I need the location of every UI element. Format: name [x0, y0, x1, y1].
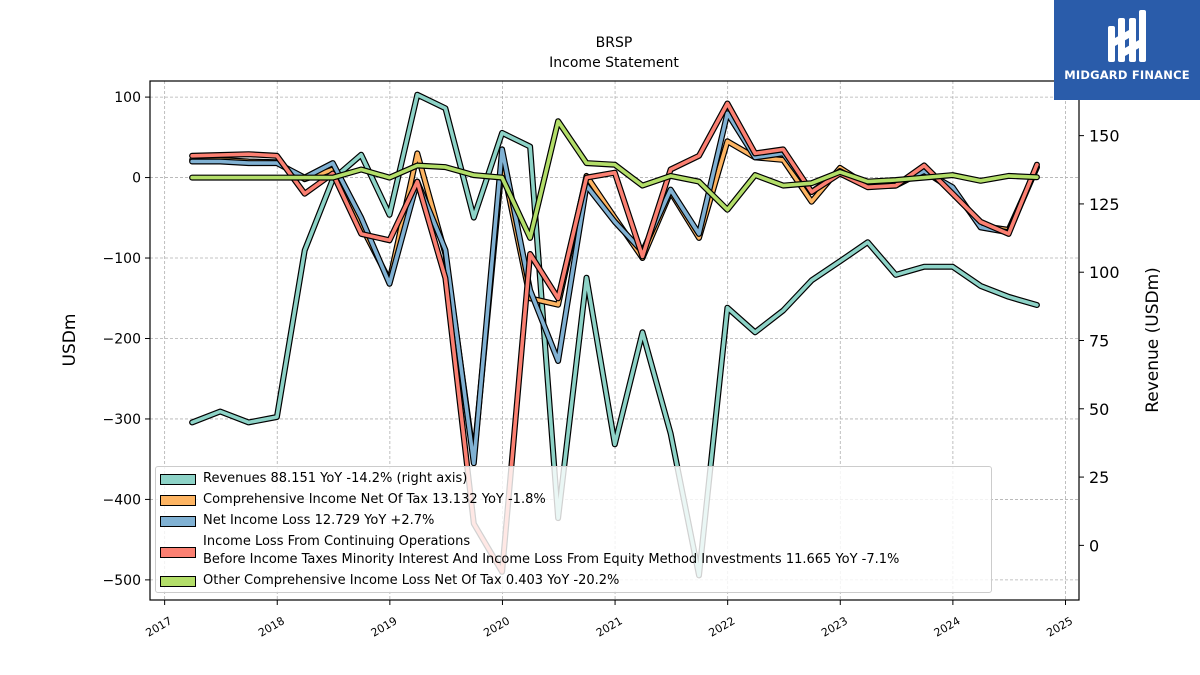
y-tick-label-right: 25: [1089, 468, 1109, 487]
y-tick-label-left: 100: [114, 90, 141, 106]
y-tick-label-left: −400: [103, 492, 141, 508]
y-tick-label-right: 125: [1089, 195, 1120, 214]
series-lines: [189, 91, 1040, 579]
x-tick-label: 2022: [707, 614, 738, 639]
series-outline-comprehensive-income-net-of-tax: [189, 138, 1040, 463]
legend-label-revenues: Revenues 88.151 YoY -14.2% (right axis): [203, 471, 468, 486]
x-tick-label: 2021: [594, 614, 625, 639]
midgard-finance-logo: MIDGARD FINANCE: [1054, 0, 1200, 100]
y-tick-label-left: −100: [103, 251, 141, 267]
legend-label-comprehensive-income: Comprehensive Income Net Of Tax 13.132 Y…: [203, 492, 546, 507]
chart-legend: Revenues 88.151 YoY -14.2% (right axis) …: [155, 466, 992, 593]
y-tick-label-right: 100: [1089, 263, 1120, 282]
chart-subtitle: Income Statement: [549, 55, 679, 71]
x-tick-label: 2025: [1044, 614, 1075, 639]
y-axis-label-right: Revenue (USDm): [1143, 267, 1163, 413]
legend-label-net-income: Net Income Loss 12.729 YoY +2.7%: [203, 513, 435, 528]
x-tick-label: 2017: [144, 614, 175, 639]
y-tick-label-right: 50: [1089, 400, 1109, 419]
y-tick-label-left: −200: [103, 331, 141, 347]
series-line-comprehensive-income-net-of-tax: [190, 139, 1039, 462]
legend-swatch-pretax-income: [160, 547, 196, 558]
legend-swatch-comprehensive-income: [160, 495, 196, 506]
series-line-income-loss-from-continuing-operations-b: [190, 101, 1039, 574]
y-tick-label-left: −500: [103, 573, 141, 589]
x-tick-label: 2018: [256, 614, 287, 639]
y-tick-label-right: 150: [1089, 127, 1120, 146]
x-tick-label: 2024: [932, 614, 963, 639]
y-tick-label-right: 0: [1089, 536, 1099, 555]
legend-label-other-comprehensive: Other Comprehensive Income Loss Net Of T…: [203, 573, 620, 588]
x-tick-label: 2020: [481, 614, 512, 639]
y-tick-label-left: 0: [132, 171, 141, 187]
legend-swatch-revenues: [160, 474, 196, 485]
series-line-other-comprehensive-income-loss-net-of-t: [190, 119, 1039, 240]
logo-text: MIDGARD FINANCE: [1064, 68, 1190, 82]
legend-label-pretax-income-line2: Before Income Taxes Minority Interest An…: [203, 552, 900, 567]
y-tick-label-left: −300: [103, 412, 141, 428]
legend-swatch-net-income: [160, 516, 196, 527]
x-tick-label: 2023: [819, 614, 850, 639]
legend-swatch-other-comprehensive: [160, 576, 196, 587]
legend-label-pretax-income-line1: Income Loss From Continuing Operations: [203, 534, 471, 549]
y-axis-label-left: USDm: [60, 314, 80, 367]
midgard-logo-icon: [1108, 10, 1146, 62]
chart-title: BRSP: [596, 35, 633, 51]
y-tick-label-right: 75: [1089, 332, 1109, 351]
x-tick-label: 2019: [369, 614, 400, 639]
